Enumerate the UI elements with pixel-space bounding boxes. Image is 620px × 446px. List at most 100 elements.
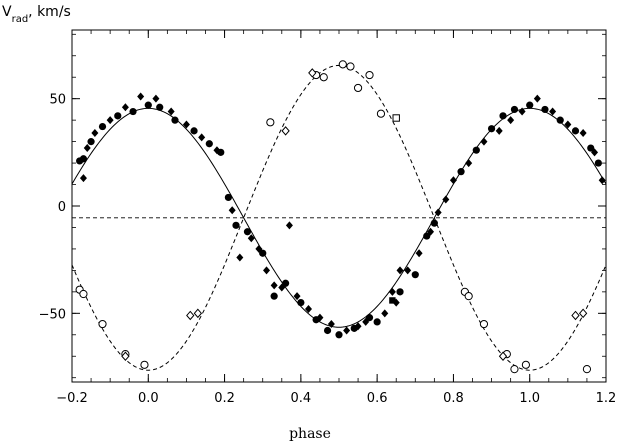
filled-circle-point [297, 298, 305, 307]
filled-diamond-point [263, 266, 271, 275]
open-circle-point [353, 83, 363, 93]
filled-diamond-point [137, 92, 145, 101]
filled-diamond-point [228, 206, 236, 215]
open-circle-point [464, 292, 473, 301]
filled-diamond-point [285, 221, 293, 230]
filled-circle-point [487, 125, 496, 133]
filled-circle-point [98, 122, 107, 131]
open-circle-point [521, 360, 531, 369]
filled-circle-point [541, 105, 549, 114]
filled-circle-point [556, 116, 564, 124]
y-axis-label-main: V [2, 4, 12, 20]
filled-circle-point [594, 159, 602, 167]
curve-group [71, 64, 607, 371]
open-diamond-point [308, 68, 317, 78]
filled-diamond-point [396, 266, 404, 275]
filled-circle-point [232, 221, 240, 229]
filled-circle-point [472, 146, 480, 154]
filled-diamond-point [343, 326, 351, 335]
open-diamond-point [578, 308, 588, 319]
filled-circle-point [205, 140, 213, 148]
x-tick-label: 1.0 [519, 391, 540, 406]
filled-diamond-point [354, 322, 362, 331]
y-tick-label: 50 [49, 93, 66, 108]
filled-circle-point [129, 107, 137, 116]
tick-group: −0.2 0.0 0.2 0.4 0.6 0.8 1.0 1.2 −50 0 50 [39, 30, 617, 406]
x-tick-label: 0.4 [291, 391, 312, 406]
filled-diamond-point [495, 126, 503, 135]
x-axis-label: phase [289, 426, 331, 442]
open-diamond-point [121, 351, 130, 362]
filled-diamond-point [152, 94, 160, 103]
filled-circle-point [411, 271, 419, 279]
plot-frame-group [71, 29, 607, 383]
filled-circle-point [87, 138, 95, 146]
filled-square-point [389, 297, 396, 304]
y-axis-label-subscript: rad [11, 14, 29, 25]
filled-diamond-point [465, 159, 473, 168]
filled-circle-point [457, 168, 465, 176]
x-tick-label: −0.2 [56, 391, 88, 406]
open-circle-point [266, 118, 275, 127]
filled-diamond-point [591, 148, 599, 157]
x-tick-label: 0.8 [443, 391, 464, 406]
open-circle-point [338, 60, 347, 69]
filled-diamond-point [83, 144, 91, 153]
open-diamond-point [498, 351, 508, 362]
filled-diamond-point [579, 129, 587, 138]
filled-diamond-point [304, 305, 312, 314]
filled-circle-point [423, 232, 431, 240]
filled-diamond-point [362, 317, 370, 326]
filled-diamond-point [564, 120, 572, 129]
y-axis-label: Vrad, km/s [2, 4, 71, 25]
filled-diamond-point [518, 107, 526, 116]
filled-diamond-point [198, 133, 206, 142]
filled-diamond-point [236, 253, 244, 262]
open-circle-point [510, 365, 519, 374]
filled-diamond-point [327, 320, 335, 329]
filled-circle-point [510, 105, 519, 114]
x-tick-label: 1.2 [596, 391, 617, 406]
filled-circle-point [323, 326, 332, 335]
filled-diamond-point [507, 116, 515, 125]
open-square-point [392, 114, 400, 122]
filled-circle-point [587, 144, 595, 152]
filled-diamond-point [404, 266, 412, 275]
filled-diamond-point [480, 137, 488, 146]
filled-diamond-point [381, 309, 389, 318]
filled-diamond-point [442, 195, 450, 204]
filled-diamond-point [598, 176, 606, 185]
filled-circle-point [243, 228, 252, 236]
open-circle-point [79, 289, 88, 299]
open-circle-point [346, 62, 355, 71]
open-circle-point [582, 365, 592, 374]
open-circle-point [376, 109, 386, 118]
y-tick-label: 0 [58, 200, 66, 215]
filled-diamond-point [415, 249, 423, 258]
filled-diamond-point [434, 208, 442, 217]
data-points-group [75, 60, 606, 374]
filled-diamond-point [293, 292, 301, 301]
open-circle-point [365, 70, 374, 80]
y-tick-label: −50 [39, 307, 66, 322]
x-tick-label: 0.6 [367, 391, 388, 406]
filled-diamond-point [182, 120, 190, 129]
filled-circle-point [270, 292, 278, 300]
filled-diamond-point [106, 116, 114, 125]
filled-circle-point [526, 101, 534, 109]
filled-diamond-point [213, 146, 221, 155]
open-diamond-point [571, 310, 580, 321]
filled-diamond-point [247, 234, 255, 243]
filled-diamond-point [167, 107, 175, 116]
open-diamond-point [186, 310, 195, 321]
filled-diamond-point [270, 281, 278, 290]
filled-circle-point [144, 101, 152, 109]
filled-diamond-point [549, 107, 557, 116]
plot-frame [71, 29, 607, 383]
open-circle-point [479, 319, 489, 329]
filled-circle-point [571, 127, 580, 135]
y-axis-label-suffix: , km/s [28, 4, 71, 20]
filled-circle-point [335, 331, 343, 339]
filled-circle-point [282, 279, 290, 287]
